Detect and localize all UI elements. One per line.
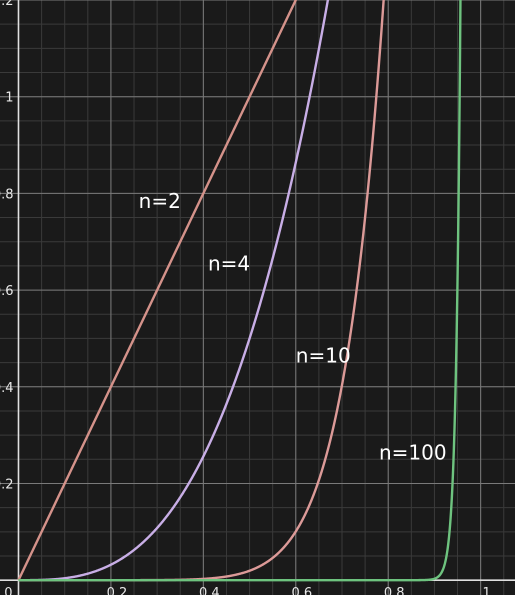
curve-labels: n=2 n=4 n=10 n=100	[139, 189, 447, 464]
y-tick-label: 0.2	[0, 477, 13, 492]
y-tick-label: 0.4	[0, 381, 13, 396]
curve-label: n=2	[139, 189, 181, 213]
curve-label: n=4	[208, 252, 250, 276]
curve-label: n=100	[379, 440, 447, 464]
x-tick-label: 0.6	[291, 586, 312, 595]
x-tick-label: 0.2	[107, 586, 128, 595]
y-tick-labels: 0.2 0.4 0.6 0.8 1 1.2	[0, 0, 13, 492]
curve-n-4	[18, 0, 330, 582]
y-tick-label: 1.2	[0, 0, 13, 9]
x-tick-label: 0.8	[384, 586, 405, 595]
y-tick-label: 1	[5, 91, 13, 106]
y-tick-label: 0.8	[0, 187, 13, 202]
curves	[17, 0, 462, 582]
x-tick-labels: 0 0.2 0.4 0.6 0.8 1	[4, 586, 491, 595]
x-tick-label: 0	[4, 586, 12, 595]
x-tick-label: 1	[483, 586, 491, 595]
curve-label: n=10	[296, 344, 351, 368]
y-tick-label: 0.6	[0, 284, 13, 299]
x-tick-label: 0.4	[199, 586, 220, 595]
curve-n-2	[17, 0, 298, 581]
curve-n-100	[18, 0, 462, 582]
